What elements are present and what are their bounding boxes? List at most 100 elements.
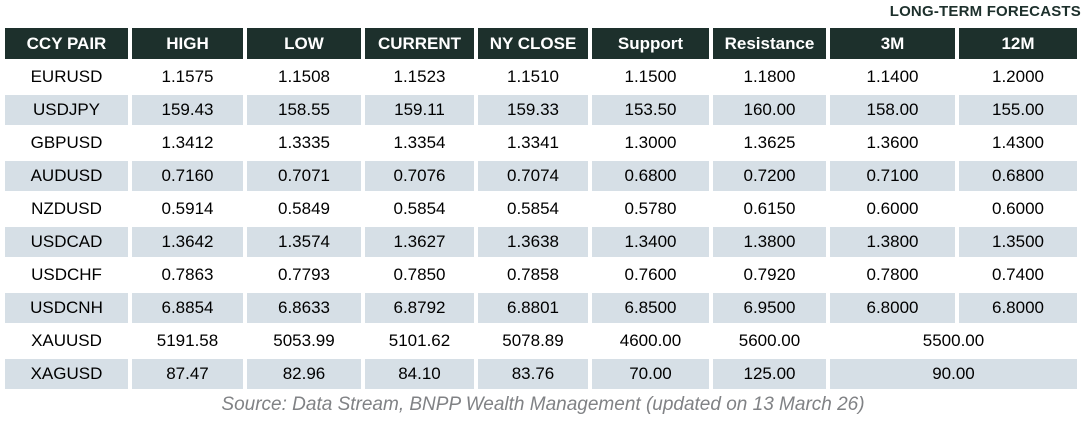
cell-ny-close: 1.1510: [478, 62, 588, 92]
column-header-low: LOW: [247, 28, 361, 59]
table-row-nzdusd: NZDUSD 0.5914 0.5849 0.5854 0.5854 0.5780 0.61…: [5, 194, 1077, 224]
cell-pair: USDCHF: [5, 260, 128, 290]
table-row-xagusd: XAGUSD 87.47 82.96 84.10 83.76 70.00 125.00 90.…: [5, 359, 1077, 389]
column-header-resistance: Resistance: [713, 28, 826, 59]
source-note: Source: Data Stream, BNPP Wealth Managem…: [221, 394, 865, 415]
cell-pair: GBPUSD: [5, 128, 128, 158]
cell-high: 5191.58: [132, 326, 243, 356]
cell-support: 1.3400: [592, 227, 709, 257]
table-row-xauusd: XAUUSD 5191.58 5053.99 5101.62 5078.89 4600.0…: [5, 326, 1077, 356]
cell-low: 1.3574: [247, 227, 361, 257]
cell-resistance: 1.1800: [713, 62, 826, 92]
cell-high: 1.3412: [132, 128, 243, 158]
cell-current: 6.8792: [365, 293, 474, 323]
cell-m12: 0.6000: [959, 194, 1077, 224]
cell-ny-close: 159.33: [478, 95, 588, 125]
cell-support: 4600.00: [592, 326, 709, 356]
column-header-ny-close: NY CLOSE: [478, 28, 588, 59]
table-row-usdjpy: USDJPY 159.43 158.55 159.11 159.33 153.50 160.…: [5, 95, 1077, 125]
cell-pair: USDCAD: [5, 227, 128, 257]
cell-m12: 1.4300: [959, 128, 1077, 158]
cell-high: 1.3642: [132, 227, 243, 257]
table-row-audusd: AUDUSD 0.7160 0.7071 0.7076 0.7074 0.6800 0.72…: [5, 161, 1077, 191]
column-header-m12: 12M: [959, 28, 1077, 59]
cell-high: 0.5914: [132, 194, 243, 224]
cell-current: 1.3354: [365, 128, 474, 158]
cell-ny-close: 1.3638: [478, 227, 588, 257]
forecast-group-label: LONG-TERM FORECASTS: [889, 3, 1081, 20]
cell-resistance: 0.7920: [713, 260, 826, 290]
cell-m3: 158.00: [830, 95, 955, 125]
cell-high: 1.1575: [132, 62, 243, 92]
cell-current: 0.7076: [365, 161, 474, 191]
cell-low: 6.8633: [247, 293, 361, 323]
cell-low: 158.55: [247, 95, 361, 125]
cell-support: 6.8500: [592, 293, 709, 323]
cell-low: 82.96: [247, 359, 361, 389]
cell-pair: USDJPY: [5, 95, 128, 125]
cell-resistance: 0.6150: [713, 194, 826, 224]
cell-m3: 6.8000: [830, 293, 955, 323]
column-header-m3: 3M: [830, 28, 955, 59]
cell-support: 1.1500: [592, 62, 709, 92]
cell-support: 0.6800: [592, 161, 709, 191]
cell-resistance: 1.3625: [713, 128, 826, 158]
cell-ny-close: 0.7074: [478, 161, 588, 191]
cell-resistance: 0.7200: [713, 161, 826, 191]
cell-current: 1.1523: [365, 62, 474, 92]
cell-pair: NZDUSD: [5, 194, 128, 224]
cell-m12: 1.2000: [959, 62, 1077, 92]
cell-ny-close: 83.76: [478, 359, 588, 389]
cell-m12: 0.6800: [959, 161, 1077, 191]
cell-low: 0.7793: [247, 260, 361, 290]
cell-forecast-merged: 90.00: [830, 359, 1077, 389]
cell-ny-close: 6.8801: [478, 293, 588, 323]
cell-support: 1.3000: [592, 128, 709, 158]
cell-low: 0.7071: [247, 161, 361, 191]
cell-ny-close: 0.7858: [478, 260, 588, 290]
cell-support: 0.7600: [592, 260, 709, 290]
cell-current: 1.3627: [365, 227, 474, 257]
column-header-current: CURRENT: [365, 28, 474, 59]
column-header-high: HIGH: [132, 28, 243, 59]
cell-low: 5053.99: [247, 326, 361, 356]
cell-ny-close: 5078.89: [478, 326, 588, 356]
cell-m12: 0.7400: [959, 260, 1077, 290]
cell-current: 84.10: [365, 359, 474, 389]
cell-pair: XAUUSD: [5, 326, 128, 356]
cell-m3: 0.7100: [830, 161, 955, 191]
cell-m3: 0.7800: [830, 260, 955, 290]
cell-resistance: 1.3800: [713, 227, 826, 257]
table-row-eurusd: EURUSD 1.1575 1.1508 1.1523 1.1510 1.1500 1.18…: [5, 62, 1077, 92]
cell-high: 0.7863: [132, 260, 243, 290]
cell-support: 153.50: [592, 95, 709, 125]
cell-high: 6.8854: [132, 293, 243, 323]
table-row-gbpusd: GBPUSD 1.3412 1.3335 1.3354 1.3341 1.3000 1.36…: [5, 128, 1077, 158]
cell-current: 159.11: [365, 95, 474, 125]
cell-low: 0.5849: [247, 194, 361, 224]
cell-resistance: 5600.00: [713, 326, 826, 356]
cell-current: 5101.62: [365, 326, 474, 356]
cell-resistance: 160.00: [713, 95, 826, 125]
cell-current: 0.5854: [365, 194, 474, 224]
cell-pair: USDCNH: [5, 293, 128, 323]
cell-high: 0.7160: [132, 161, 243, 191]
cell-ny-close: 0.5854: [478, 194, 588, 224]
cell-support: 70.00: [592, 359, 709, 389]
cell-support: 0.5780: [592, 194, 709, 224]
column-header-pair: CCY PAIR: [5, 28, 128, 59]
cell-m12: 6.8000: [959, 293, 1077, 323]
cell-pair: EURUSD: [5, 62, 128, 92]
cell-m12: 1.3500: [959, 227, 1077, 257]
table-row-usdcad: USDCAD 1.3642 1.3574 1.3627 1.3638 1.3400 1.38…: [5, 227, 1077, 257]
cell-pair: XAGUSD: [5, 359, 128, 389]
cell-m3: 1.1400: [830, 62, 955, 92]
cell-ny-close: 1.3341: [478, 128, 588, 158]
cell-low: 1.3335: [247, 128, 361, 158]
cell-high: 159.43: [132, 95, 243, 125]
table-header-row: CCY PAIR HIGH LOW CURRENT NY CLOSE Support Res…: [5, 28, 1077, 59]
cell-current: 0.7850: [365, 260, 474, 290]
cell-low: 1.1508: [247, 62, 361, 92]
cell-high: 87.47: [132, 359, 243, 389]
